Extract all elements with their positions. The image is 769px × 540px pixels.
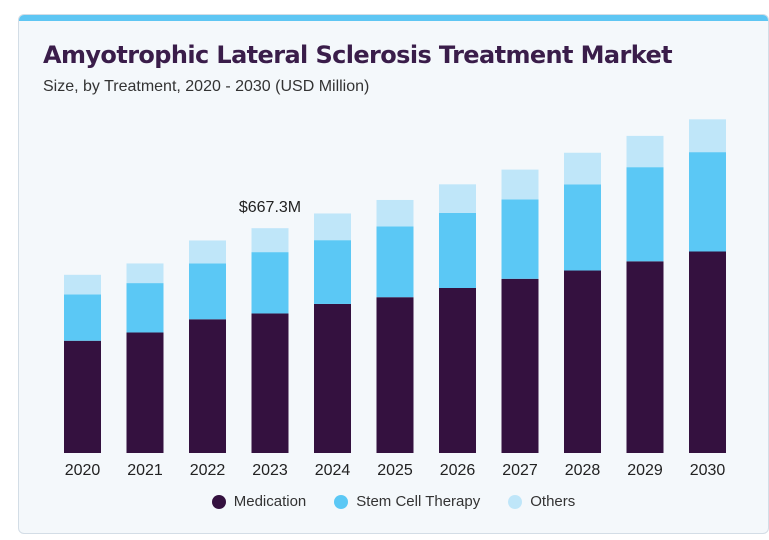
bar-others-2024 <box>314 213 351 241</box>
bar-others-2028 <box>564 152 601 185</box>
x-tick-label-2028: 2028 <box>565 462 601 479</box>
legend-label-stem-cell-therapy: Stem Cell Therapy <box>356 493 481 510</box>
x-tick-label-2030: 2030 <box>690 462 726 479</box>
bar-medication-2027 <box>501 278 539 453</box>
bar-others-2029 <box>626 135 664 168</box>
x-tick-label-2027: 2027 <box>502 462 538 479</box>
bar-stem-cell-therapy-2024 <box>314 240 351 304</box>
chart-legend: Medication Stem Cell Therapy Others <box>19 493 768 510</box>
stacked-bar-chart: 2020 2021 2022 2023 2024 2025 2026 2027 2028 2029… <box>64 119 726 479</box>
card-accent-bar <box>19 15 768 21</box>
bar-medication-2022 <box>189 319 226 453</box>
bar-stem-cell-therapy-2028 <box>564 184 601 271</box>
bar-medication-2030 <box>689 251 726 453</box>
bar-stem-cell-therapy-2023 <box>251 252 289 314</box>
x-tick-label-2026: 2026 <box>440 462 476 479</box>
legend-item-medication: Medication <box>211 493 307 510</box>
bar-stem-cell-therapy-2029 <box>626 167 664 262</box>
legend-item-others: Others <box>508 493 575 510</box>
bar-stem-cell-therapy-2020 <box>64 294 101 341</box>
bar-others-2020 <box>64 274 101 295</box>
bar-medication-2026 <box>439 287 476 453</box>
bar-stem-cell-therapy-2027 <box>501 199 539 279</box>
value-annotation-2023: $667.3M <box>239 199 301 216</box>
bar-others-2027 <box>501 169 539 200</box>
bar-others-2022 <box>189 240 226 264</box>
bar-stem-cell-therapy-2022 <box>189 263 226 320</box>
bar-stem-cell-therapy-2026 <box>439 212 476 288</box>
bar-others-2025 <box>376 199 414 227</box>
bar-others-2021 <box>126 263 164 284</box>
legend-label-medication: Medication <box>233 493 307 510</box>
bar-others-2030 <box>689 119 726 153</box>
bar-medication-2023 <box>251 313 289 453</box>
bar-medication-2020 <box>64 340 101 453</box>
x-tick-label-2029: 2029 <box>627 462 663 479</box>
bar-stem-cell-therapy-2025 <box>376 226 414 298</box>
legend-label-others: Others <box>530 493 576 510</box>
bar-medication-2028 <box>564 270 601 453</box>
legend-swatch-others <box>508 494 523 509</box>
chart-title: Amyotrophic Lateral Sclerosis Treatment … <box>43 41 673 69</box>
bar-medication-2024 <box>314 303 351 453</box>
x-tick-label-2020: 2020 <box>65 462 101 479</box>
x-tick-label-2024: 2024 <box>315 462 351 479</box>
bar-medication-2029 <box>626 261 664 453</box>
bar-stem-cell-therapy-2030 <box>689 152 726 252</box>
bar-others-2023 <box>251 228 289 253</box>
bar-medication-2025 <box>376 297 414 453</box>
x-tick-label-2022: 2022 <box>190 462 226 479</box>
x-tick-label-2023: 2023 <box>252 462 288 479</box>
x-tick-label-2021: 2021 <box>127 462 163 479</box>
bar-stem-cell-therapy-2021 <box>126 283 164 333</box>
bar-medication-2021 <box>126 332 164 453</box>
legend-swatch-medication <box>211 494 226 509</box>
chart-card: Amyotrophic Lateral Sclerosis Treatment … <box>18 14 769 534</box>
bar-others-2026 <box>439 184 476 213</box>
legend-swatch-stem-cell-therapy <box>334 494 349 509</box>
legend-item-stem-cell-therapy: Stem Cell Therapy <box>334 493 480 510</box>
x-tick-label-2025: 2025 <box>377 462 413 479</box>
chart-subtitle: Size, by Treatment, 2020 - 2030 (USD Mil… <box>43 78 370 95</box>
